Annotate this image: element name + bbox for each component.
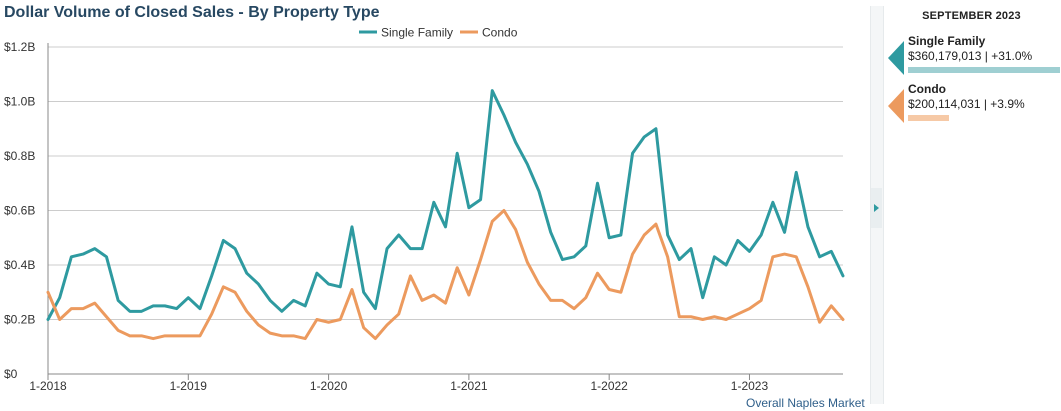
source-note[interactable]: Overall Naples Market	[746, 396, 865, 410]
single-family-pointer-icon	[888, 41, 904, 75]
x-tick-label: 1-2023	[731, 379, 769, 393]
x-tick-label: 1-2020	[310, 379, 348, 393]
series-line-1[interactable]	[46, 209, 845, 341]
legend-item-0[interactable]: Single Family	[359, 26, 453, 40]
series-layer	[46, 89, 845, 341]
x-tick-label: 1-2018	[29, 379, 67, 393]
y-tick-label: $0.2B	[4, 313, 35, 327]
condo-name: Condo	[908, 82, 946, 96]
y-tick-label: $1.2B	[4, 40, 35, 54]
legend-label: Condo	[482, 26, 518, 40]
chart-title: Dollar Volume of Closed Sales - By Prope…	[4, 4, 380, 21]
x-tick-label: 1-2022	[590, 379, 628, 393]
chevron-right-icon	[874, 204, 879, 212]
series-line-0[interactable]	[46, 89, 845, 321]
legend: Single Family Condo	[359, 26, 518, 40]
single-family-value: $360,179,013 | +31.0%	[908, 49, 1033, 63]
condo-value: $200,114,031 | +3.9%	[908, 97, 1025, 111]
y-tick-label: $0.4B	[4, 258, 35, 272]
legend-item-1[interactable]: Condo	[460, 26, 518, 40]
x-tick-label: 1-2021	[450, 379, 488, 393]
condo-pointer-icon	[888, 89, 904, 123]
value-panel: SEPTEMBER 2023 Single Family $360,179,01…	[884, 0, 1061, 411]
panel-date-label: SEPTEMBER 2023	[922, 10, 1021, 22]
legend-label: Single Family	[381, 26, 453, 40]
x-tick-label: 1-2019	[170, 379, 208, 393]
y-axis: $0 $0.2B $0.4B $0.6B $0.8B $1.0B $1.2B	[4, 40, 49, 381]
single-family-name: Single Family	[908, 34, 986, 48]
panel-entry-single-family[interactable]: Single Family $360,179,013 | +31.0%	[884, 33, 1061, 83]
collapse-panel-button[interactable]	[871, 188, 882, 228]
y-tick-label: $0	[4, 367, 18, 381]
condo-share-bar	[908, 115, 949, 121]
line-chart: Single Family Condo $0 $0.2B $0.4B $0.6B $0.8…	[4, 26, 845, 393]
y-tick-label: $0.8B	[4, 149, 35, 163]
gridlines	[48, 46, 843, 375]
y-tick-label: $0.6B	[4, 204, 35, 218]
single-family-share-bar	[908, 67, 1060, 73]
panel-entry-condo[interactable]: Condo $200,114,031 | +3.9%	[884, 81, 1061, 131]
x-axis: 1-2018 1-2019 1-2020 1-2021 1-2022 1-2023	[29, 374, 768, 393]
y-tick-label: $1.0B	[4, 95, 35, 109]
